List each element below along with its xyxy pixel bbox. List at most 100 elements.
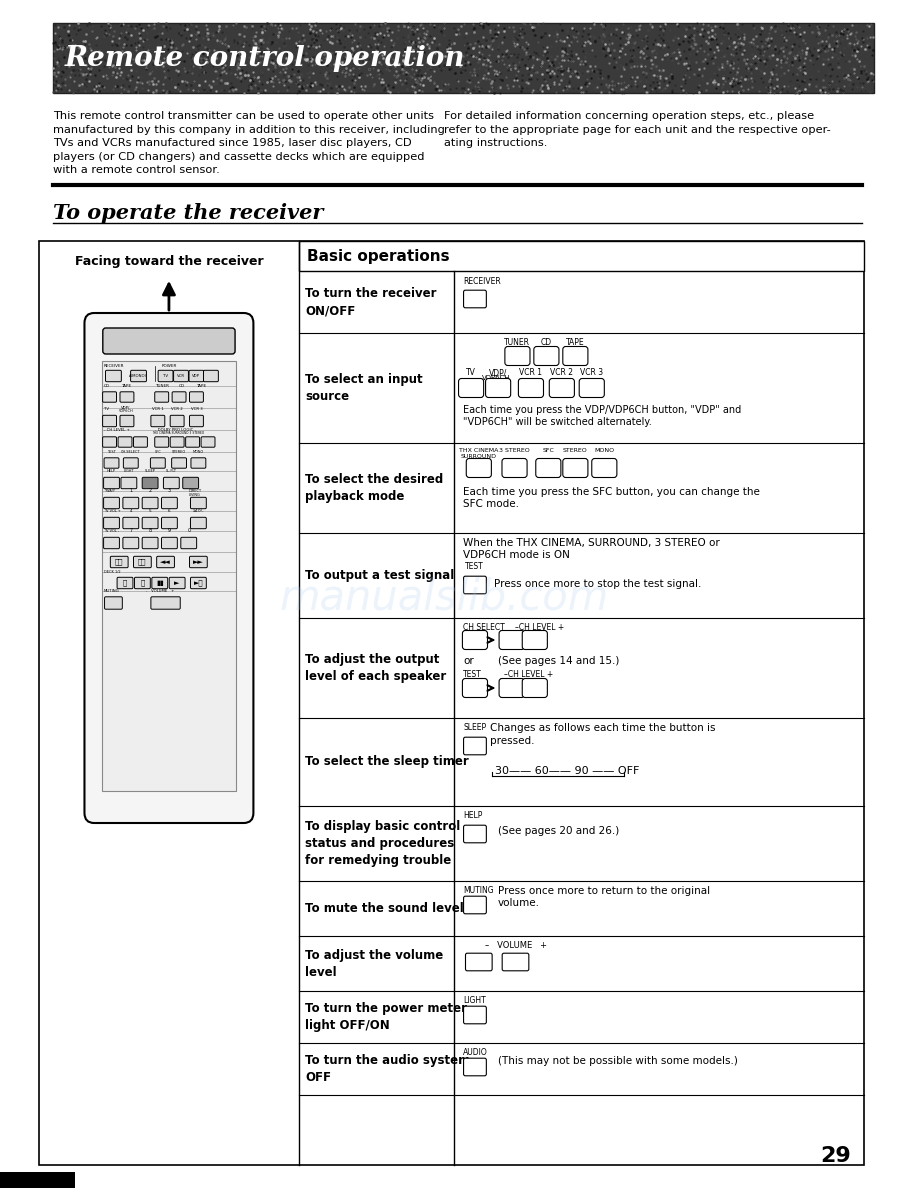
Bar — [102, 361, 236, 791]
Text: LIGHT: LIGHT — [124, 469, 134, 473]
Text: VDP/: VDP/ — [121, 406, 130, 410]
FancyBboxPatch shape — [201, 437, 215, 447]
Text: SLEEP: SLEEP — [145, 469, 155, 473]
FancyBboxPatch shape — [204, 371, 218, 381]
Text: TAPE: TAPE — [196, 384, 207, 388]
Text: VDP/: VDP/ — [489, 368, 508, 377]
FancyBboxPatch shape — [104, 537, 119, 549]
Text: 5: 5 — [149, 508, 151, 513]
Text: (See pages 14 and 15.): (See pages 14 and 15.) — [498, 656, 620, 666]
Text: ►►: ►► — [193, 560, 204, 565]
FancyBboxPatch shape — [464, 738, 487, 754]
Text: THX CINEMA
SURROUND: THX CINEMA SURROUND — [459, 448, 498, 459]
Text: TV VOL +: TV VOL + — [104, 508, 120, 513]
Text: volume.: volume. — [498, 898, 540, 908]
Text: VCR 1: VCR 1 — [152, 407, 163, 411]
Text: RECEIVER: RECEIVER — [464, 277, 501, 286]
FancyBboxPatch shape — [162, 517, 177, 529]
FancyBboxPatch shape — [118, 437, 132, 447]
FancyBboxPatch shape — [103, 328, 235, 354]
Text: TV: TV — [104, 407, 108, 411]
Text: VCR: VCR — [177, 374, 185, 378]
FancyBboxPatch shape — [118, 577, 133, 589]
Text: or: or — [464, 656, 474, 666]
Text: TV: TV — [466, 368, 476, 377]
FancyBboxPatch shape — [104, 517, 119, 529]
FancyBboxPatch shape — [189, 416, 204, 426]
Text: ⏮⏮: ⏮⏮ — [115, 558, 124, 565]
FancyBboxPatch shape — [563, 347, 588, 366]
Text: MUTING: MUTING — [464, 886, 494, 895]
FancyBboxPatch shape — [123, 498, 139, 508]
FancyBboxPatch shape — [84, 312, 253, 823]
FancyBboxPatch shape — [142, 517, 158, 529]
FancyBboxPatch shape — [142, 478, 158, 488]
Text: - CH LEVEL +: - CH LEVEL + — [104, 428, 129, 432]
Text: VCR 2: VCR 2 — [550, 368, 574, 377]
Text: 4: 4 — [129, 508, 132, 513]
FancyBboxPatch shape — [592, 459, 617, 478]
Text: VDP6CH: VDP6CH — [119, 410, 134, 413]
Text: (This may not be possible with some models.): (This may not be possible with some mode… — [498, 1056, 738, 1066]
FancyBboxPatch shape — [499, 678, 524, 697]
Text: 8: 8 — [149, 527, 151, 533]
Text: MONO: MONO — [594, 448, 614, 453]
FancyBboxPatch shape — [549, 379, 575, 398]
Text: To turn the receiver
ON/OFF: To turn the receiver ON/OFF — [305, 287, 437, 317]
Text: SL.FLT: SL.FLT — [166, 469, 177, 473]
FancyBboxPatch shape — [459, 379, 484, 398]
FancyBboxPatch shape — [158, 371, 173, 381]
FancyBboxPatch shape — [170, 416, 185, 426]
Text: ⏪: ⏪ — [123, 580, 127, 587]
FancyBboxPatch shape — [104, 478, 119, 488]
FancyBboxPatch shape — [110, 556, 129, 568]
Text: To turn the power meter
light OFF/ON: To turn the power meter light OFF/ON — [305, 1001, 467, 1032]
Text: SFC mode.: SFC mode. — [464, 499, 520, 508]
FancyBboxPatch shape — [162, 537, 177, 549]
Text: TEST: TEST — [107, 450, 116, 454]
Text: Facing toward the receiver: Facing toward the receiver — [74, 255, 263, 268]
Text: Basic operations: Basic operations — [307, 248, 450, 264]
FancyBboxPatch shape — [499, 631, 524, 650]
FancyBboxPatch shape — [189, 392, 204, 403]
Text: AUDIO: AUDIO — [464, 1048, 488, 1057]
FancyBboxPatch shape — [120, 416, 134, 426]
FancyBboxPatch shape — [463, 678, 487, 697]
Text: VCR 3: VCR 3 — [580, 368, 603, 377]
Text: VDP6CH: VDP6CH — [482, 375, 510, 381]
FancyBboxPatch shape — [466, 459, 491, 478]
FancyBboxPatch shape — [104, 498, 119, 508]
FancyBboxPatch shape — [134, 577, 151, 589]
Text: VCR 3: VCR 3 — [191, 407, 202, 411]
FancyBboxPatch shape — [151, 596, 180, 609]
Text: To select an input
source: To select an input source — [305, 373, 422, 403]
FancyBboxPatch shape — [522, 631, 547, 650]
Text: POWER: POWER — [162, 364, 177, 368]
FancyBboxPatch shape — [170, 437, 185, 447]
FancyBboxPatch shape — [502, 459, 527, 478]
FancyBboxPatch shape — [563, 459, 588, 478]
Text: TEST: TEST — [465, 562, 484, 571]
Text: CD: CD — [104, 384, 110, 388]
Text: A(MONO): A(MONO) — [129, 374, 148, 378]
FancyBboxPatch shape — [163, 478, 179, 488]
Text: THX CINEMA SURROUND 3 STEREO: THX CINEMA SURROUND 3 STEREO — [152, 431, 204, 436]
Text: To output a test signal: To output a test signal — [305, 569, 454, 582]
FancyBboxPatch shape — [181, 537, 196, 549]
FancyBboxPatch shape — [522, 678, 547, 697]
Text: 29: 29 — [821, 1146, 852, 1165]
Text: CH SELECT: CH SELECT — [464, 623, 505, 632]
Text: DECK 1/2: DECK 1/2 — [104, 570, 120, 574]
FancyBboxPatch shape — [185, 437, 199, 447]
Text: LIVING: LIVING — [189, 493, 200, 497]
Text: –CH LEVEL +: –CH LEVEL + — [504, 670, 554, 680]
FancyBboxPatch shape — [174, 371, 188, 381]
Text: - DOLBY PRO LOGIC -: - DOLBY PRO LOGIC - — [155, 428, 196, 432]
Text: Press once more to stop the test signal.: Press once more to stop the test signal. — [494, 579, 701, 589]
FancyBboxPatch shape — [189, 556, 207, 568]
Text: manualslib.com: manualslib.com — [279, 577, 609, 619]
Text: When the THX CINEMA, SURROUND, 3 STEREO or: When the THX CINEMA, SURROUND, 3 STEREO … — [464, 538, 720, 548]
FancyBboxPatch shape — [103, 437, 117, 447]
Text: ►⏭: ►⏭ — [194, 580, 203, 587]
Text: VCR 1: VCR 1 — [520, 368, 543, 377]
